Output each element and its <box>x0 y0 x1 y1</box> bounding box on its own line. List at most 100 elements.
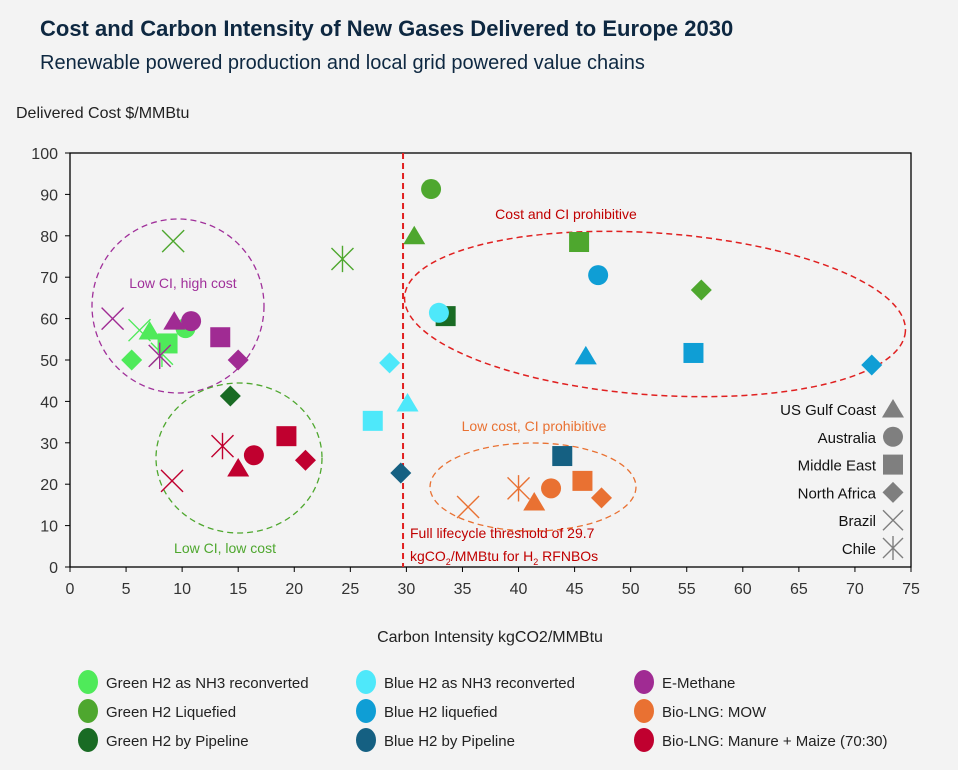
legend-marker-icon <box>78 699 98 723</box>
legend-label: E-Methane <box>662 675 735 692</box>
data-point-triangle <box>403 225 426 245</box>
legend-marker-icon <box>78 728 98 752</box>
threshold-label-line2: kgCO2/MMBtu for H2 RFNBOs <box>410 548 598 567</box>
x-tick-label: 30 <box>398 581 416 598</box>
data-point-square <box>552 446 573 467</box>
shape-legend-label: US Gulf Coast <box>780 402 877 419</box>
data-point-square <box>276 426 297 447</box>
data-point-circle <box>428 302 449 323</box>
data-point-diamond <box>591 487 613 509</box>
legend-label: Green H2 Liquefied <box>106 704 236 721</box>
data-point-square <box>572 470 593 491</box>
y-tick-label: 60 <box>40 312 58 329</box>
y-tick-label: 40 <box>40 394 58 411</box>
shape-legend-diamond-icon <box>882 481 904 503</box>
data-point-triangle <box>396 393 419 412</box>
x-tick-label: 50 <box>622 581 640 598</box>
data-point-triangle <box>227 458 250 477</box>
legend-marker-icon <box>356 699 376 723</box>
data-point-square <box>569 232 590 253</box>
data-point-x <box>101 307 125 331</box>
data-point-diamond <box>861 354 883 376</box>
shape-legend-label: Australia <box>818 430 877 447</box>
legend-label: Bio-LNG: Manure + Maize (70:30) <box>662 733 888 750</box>
region-ellipse-cost-ci-prohibitive <box>403 230 907 398</box>
x-tick-label: 40 <box>510 581 528 598</box>
x-tick-label: 15 <box>229 581 247 598</box>
shape-legend-square-icon <box>883 454 903 475</box>
x-axis-label: Carbon Intensity kgCO2/MMBtu <box>377 629 603 646</box>
data-point-diamond <box>379 352 401 374</box>
shape-legend-label: Brazil <box>838 513 876 530</box>
data-point-x <box>160 469 184 493</box>
legend-label: Blue H2 as NH3 reconverted <box>384 675 575 692</box>
x-tick-label: 55 <box>678 581 696 598</box>
data-point-square <box>157 333 178 354</box>
data-point-x <box>456 495 480 519</box>
y-tick-label: 90 <box>40 187 58 204</box>
y-tick-label: 70 <box>40 270 58 287</box>
shape-legend: US Gulf Coast Australia Middle East North A… <box>780 399 904 560</box>
data-point-diamond <box>390 462 412 484</box>
data-point-square <box>210 327 231 348</box>
data-point-circle <box>421 179 442 200</box>
data-point-circle <box>181 311 202 332</box>
threshold-label-line1: Full lifecycle threshold of 29.7 <box>410 525 595 541</box>
data-point-asterisk <box>211 432 234 460</box>
x-tick-label: 5 <box>122 581 131 598</box>
color-legend: Green H2 as NH3 reconverted Green H2 Liqu… <box>78 670 888 752</box>
data-point-diamond <box>294 449 316 471</box>
chart-title: Cost and Carbon Intensity of New Gases D… <box>40 16 734 41</box>
data-point-triangle <box>574 345 597 365</box>
data-point-triangle <box>523 492 546 511</box>
y-tick-label: 30 <box>40 436 58 453</box>
data-point-circle <box>243 445 264 466</box>
legend-label: Blue H2 by Pipeline <box>384 733 515 750</box>
y-tick-label: 10 <box>40 519 58 536</box>
shape-legend-triangle-icon <box>882 399 904 418</box>
legend-marker-icon <box>634 728 654 752</box>
x-tick-label: 25 <box>341 581 359 598</box>
x-tick-label: 70 <box>846 581 864 598</box>
legend-label: Blue H2 liquefied <box>384 704 497 721</box>
x-tick-label: 35 <box>454 581 472 598</box>
y-tick-label: 50 <box>40 353 58 370</box>
y-tick-label: 80 <box>40 229 58 246</box>
data-point-triangle <box>163 311 186 330</box>
legend-marker-icon <box>356 670 376 694</box>
legend-marker-icon <box>78 670 98 694</box>
data-point-square <box>362 410 383 431</box>
shape-legend-asterisk-icon <box>882 536 904 560</box>
shape-legend-x-icon <box>882 509 904 531</box>
data-point-circle <box>541 478 562 499</box>
annotation-low-ci-high-cost: Low CI, high cost <box>129 275 236 291</box>
plot-frame <box>69 152 912 568</box>
data-point-asterisk <box>507 475 531 502</box>
shape-legend-label: North Africa <box>798 485 877 502</box>
annotation-low-cost-ci-prohibitive: Low cost, CI prohibitive <box>462 418 607 434</box>
region-ellipse-low-ci-high-cost <box>91 218 265 394</box>
y-tick-label: 100 <box>31 146 58 163</box>
legend-marker-icon <box>634 699 654 723</box>
x-tick-label: 60 <box>734 581 752 598</box>
x-tick-label: 45 <box>566 581 584 598</box>
x-tick-label: 75 <box>902 581 920 598</box>
data-point-x <box>161 229 185 253</box>
data-point-diamond <box>121 349 143 371</box>
data-point-circle <box>588 265 609 286</box>
shape-legend-circle-icon <box>883 426 903 447</box>
data-point-diamond <box>219 385 241 407</box>
region-ellipse-low-cost-ci-prohibitive <box>429 442 637 532</box>
shape-legend-label: Middle East <box>798 458 877 475</box>
data-point-triangle <box>138 321 161 340</box>
x-tick-label: 0 <box>66 581 75 598</box>
shape-legend-label: Chile <box>842 541 876 558</box>
data-point-square <box>683 342 704 363</box>
data-point-diamond <box>227 349 249 371</box>
chart-subtitle: Renewable powered production and local g… <box>40 52 645 74</box>
x-tick-label: 20 <box>285 581 303 598</box>
annotation-cost-ci-prohibitive: Cost and CI prohibitive <box>495 206 637 222</box>
data-point-x <box>128 318 152 342</box>
data-point-diamond <box>690 279 712 301</box>
